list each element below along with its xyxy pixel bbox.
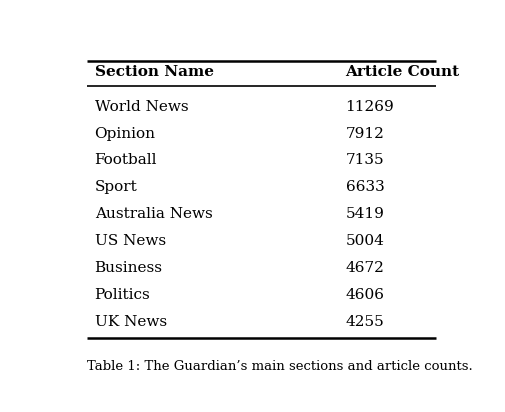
Text: 6633: 6633 (345, 180, 384, 194)
Text: 4606: 4606 (345, 288, 384, 302)
Text: 5004: 5004 (345, 234, 384, 248)
Text: 4255: 4255 (345, 315, 384, 329)
Text: 5419: 5419 (345, 207, 384, 221)
Text: UK News: UK News (94, 315, 167, 329)
Text: Opinion: Opinion (94, 126, 156, 140)
Text: 4672: 4672 (345, 261, 384, 275)
Text: Politics: Politics (94, 288, 150, 302)
Text: Football: Football (94, 154, 157, 167)
Text: Australia News: Australia News (94, 207, 212, 221)
Text: Table 1: The Guardian’s main sections and article counts.: Table 1: The Guardian’s main sections an… (87, 360, 472, 373)
Text: 7135: 7135 (345, 154, 383, 167)
Text: Section Name: Section Name (94, 65, 213, 79)
Text: US News: US News (94, 234, 166, 248)
Text: World News: World News (94, 100, 188, 114)
Text: 7912: 7912 (345, 126, 384, 140)
Text: Sport: Sport (94, 180, 137, 194)
Text: 11269: 11269 (345, 100, 393, 114)
Text: Business: Business (94, 261, 162, 275)
Text: Article Count: Article Count (345, 65, 459, 79)
